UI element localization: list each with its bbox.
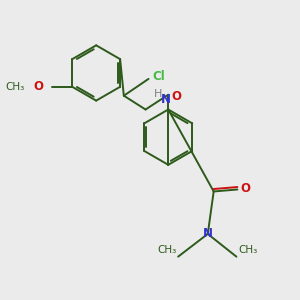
Text: CH₃: CH₃ [157, 245, 176, 255]
Text: O: O [171, 90, 181, 103]
Text: Cl: Cl [152, 70, 165, 83]
Text: CH₃: CH₃ [6, 82, 25, 92]
Text: N: N [161, 93, 171, 106]
Text: H: H [154, 89, 163, 99]
Text: O: O [240, 182, 250, 195]
Text: CH₃: CH₃ [238, 245, 258, 255]
Text: N: N [203, 227, 213, 240]
Text: O: O [34, 80, 44, 93]
